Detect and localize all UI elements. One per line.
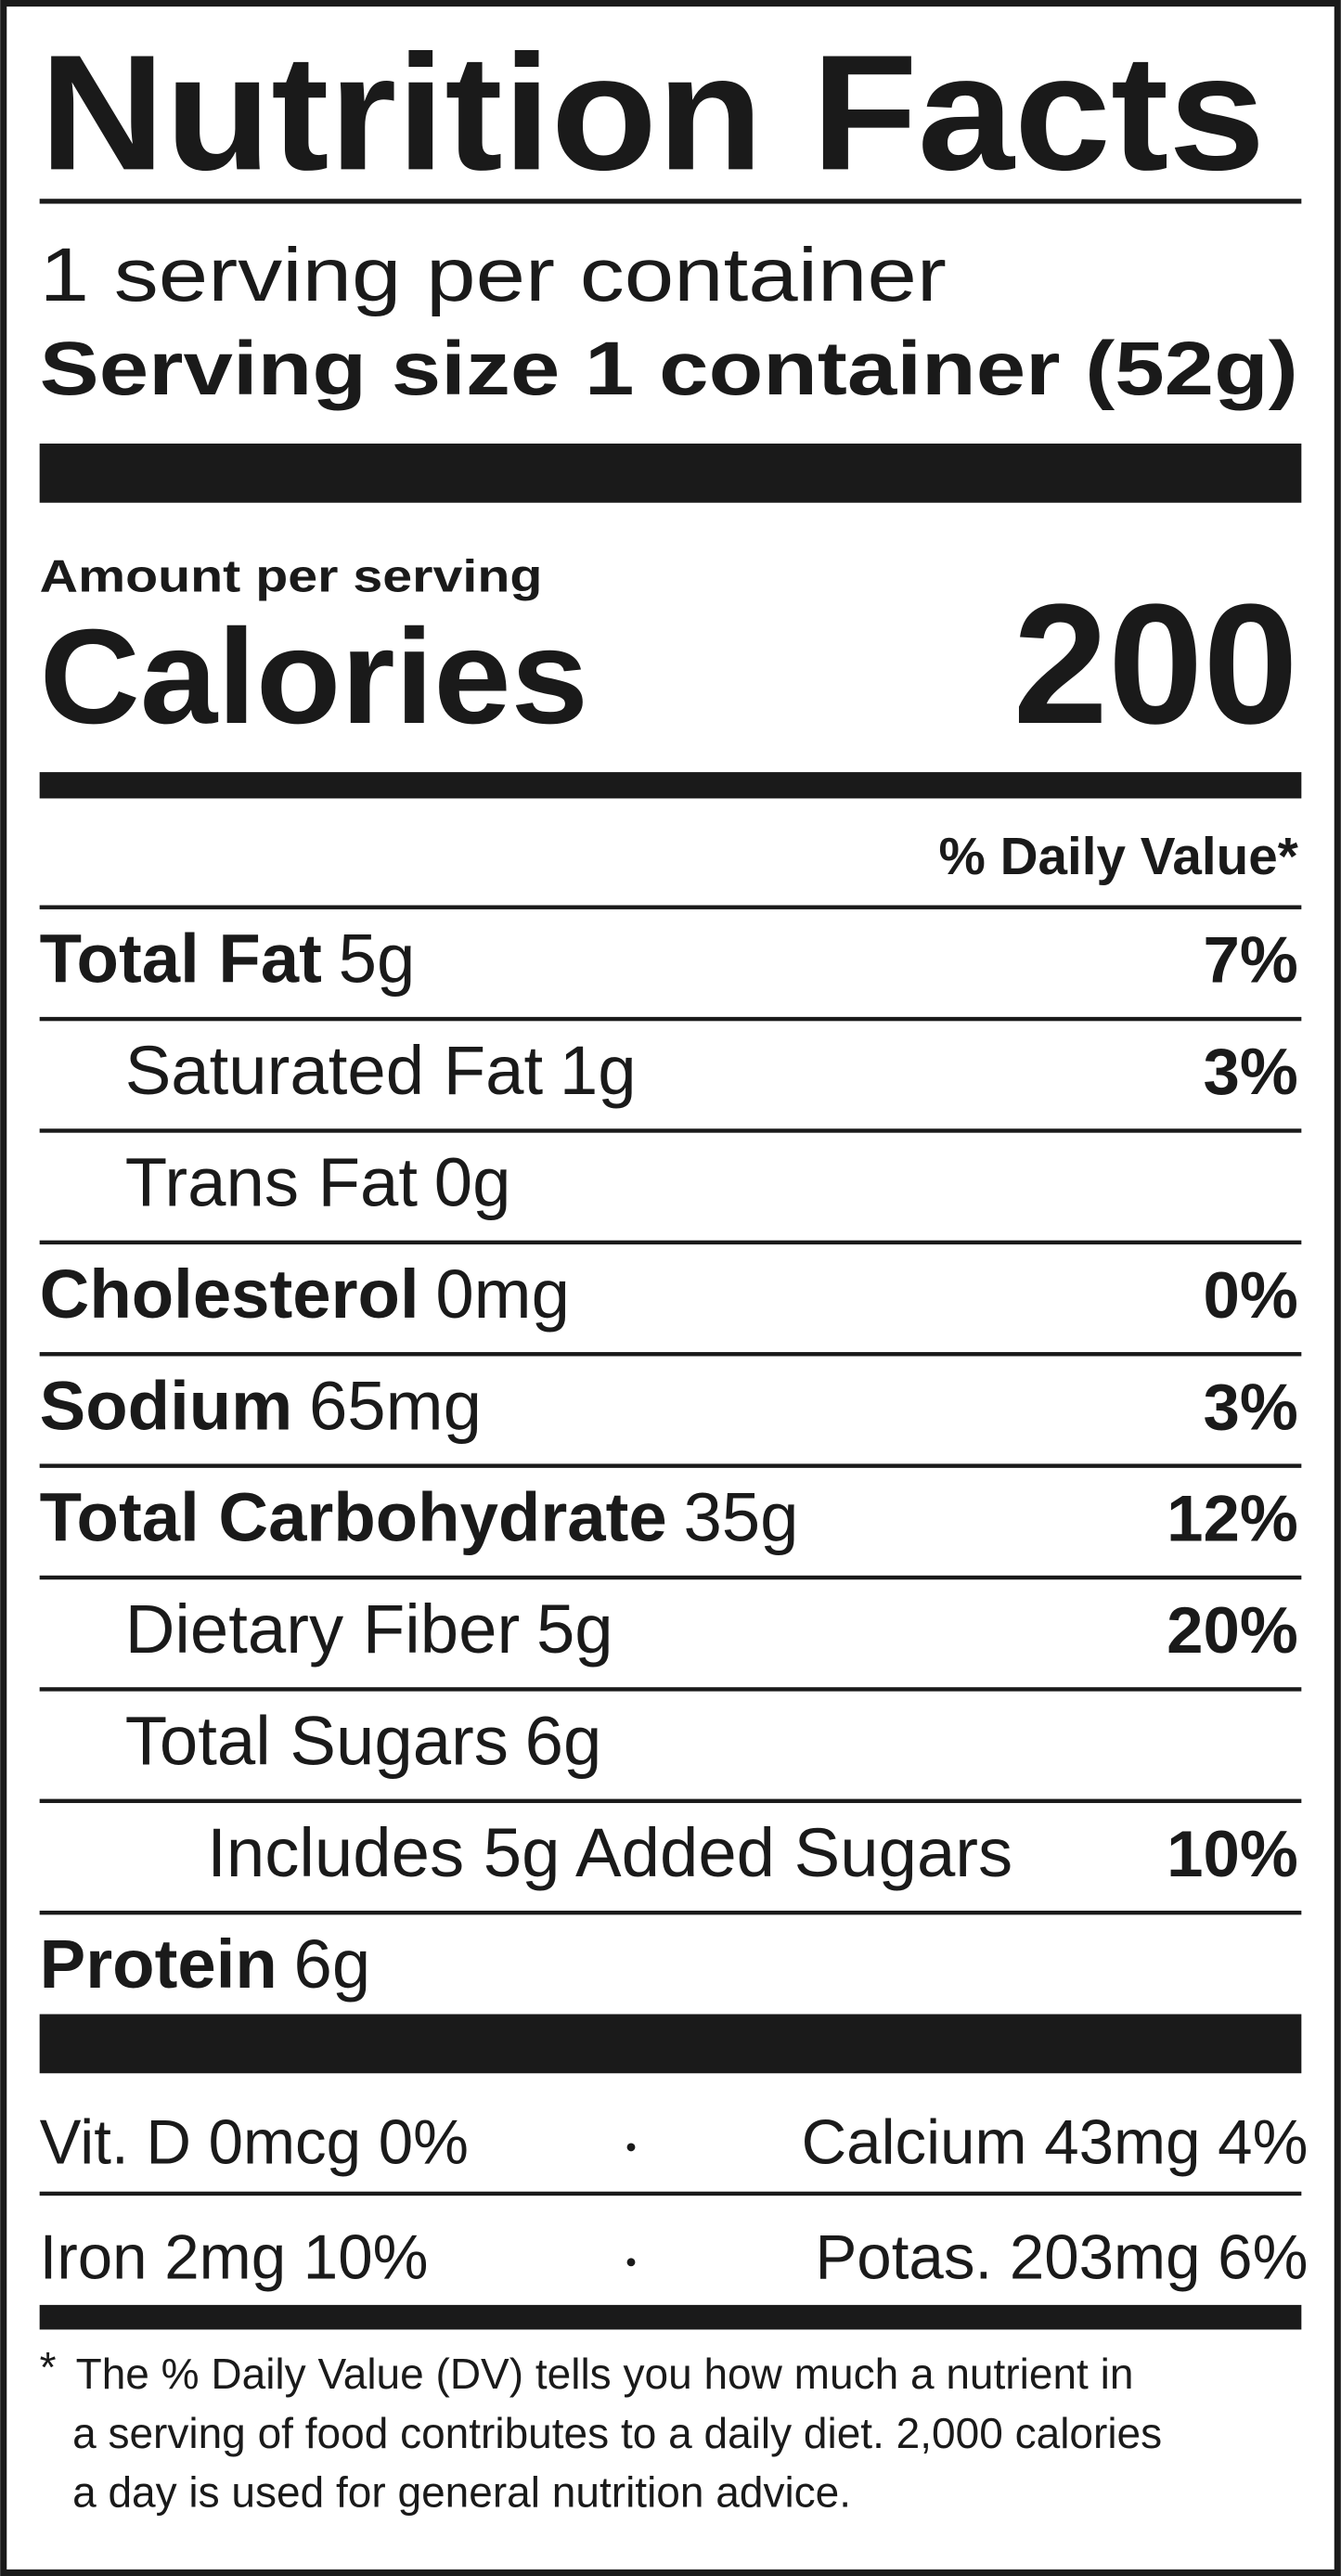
vitamin: Vit. D 0mcg 0%	[40, 2108, 469, 2178]
daily-value: 10%	[1167, 1818, 1298, 1891]
nutrient-name: Total Fat	[40, 921, 322, 998]
nutrient-amount: 1g	[560, 1032, 637, 1109]
nutrient-amount: 0g	[434, 1143, 511, 1220]
nutrient-amount: 65mg	[309, 1367, 482, 1444]
nutrient-name: Total Sugars	[125, 1702, 509, 1779]
row-rule	[39, 2191, 1302, 2196]
nutrient: Total Sugars 6g	[125, 1702, 602, 1779]
row-rule	[39, 1463, 1302, 1468]
row-rule	[39, 1352, 1302, 1357]
row-rule	[39, 1798, 1302, 1804]
nutrient-name: Dietary Fiber	[125, 1591, 521, 1668]
nutrient-amount: 6g	[525, 1702, 602, 1779]
separator-dot	[626, 2143, 636, 2152]
nutrient-name: Trans Fat	[125, 1143, 419, 1220]
thick-bar	[39, 444, 1302, 503]
footnote-mark: *	[40, 2343, 57, 2391]
row-rule	[39, 1687, 1302, 1692]
nutrient-amount: 5g	[339, 921, 416, 998]
daily-value-header: % Daily Value*	[939, 828, 1298, 886]
footnote-line: The % Daily Value (DV) tells you how muc…	[76, 2350, 1134, 2398]
footnote-line: a serving of food contributes to a daily…	[72, 2409, 1162, 2457]
nutrient-name: Saturated Fat	[125, 1032, 544, 1109]
nutrient: Includes 5g Added Sugars	[207, 1814, 1012, 1891]
vitamin-rows: Vit. D 0mcg 0% Calcium 43mg 4% Iron 2mg 10…	[39, 2108, 1309, 2293]
rule	[39, 199, 1302, 204]
daily-value: 0%	[1203, 1259, 1297, 1333]
daily-value: 3%	[1203, 1036, 1297, 1109]
nutrient: Total Fat 5g	[40, 921, 416, 998]
daily-value: 20%	[1167, 1594, 1298, 1668]
nutrient: Sodium 65mg	[40, 1367, 482, 1444]
thick-bar	[39, 2304, 1302, 2330]
nutrient-rows: Total Fat 5g 7%Saturated Fat 1g 3%Trans Fat 0…	[39, 905, 1302, 2003]
thick-bar	[39, 772, 1302, 799]
title: Nutrition Facts	[40, 20, 1266, 204]
nutrient-amount: 0mg	[435, 1256, 570, 1333]
nutrient-amount: 5g	[536, 1591, 613, 1668]
daily-value: 12%	[1167, 1483, 1298, 1556]
nutrient-name: Total Carbohydrate	[40, 1479, 667, 1556]
daily-value: 3%	[1203, 1371, 1297, 1444]
nutrient-name: Sodium	[40, 1367, 293, 1444]
row-rule	[39, 905, 1302, 909]
nutrient-name: Cholesterol	[40, 1256, 419, 1333]
row-rule	[39, 1910, 1302, 1915]
footnote-line: a day is used for general nutrition advi…	[72, 2468, 851, 2517]
nutrient: Cholesterol 0mg	[40, 1256, 570, 1333]
vitamin: Iron 2mg 10%	[40, 2223, 429, 2293]
nutrient: Dietary Fiber 5g	[125, 1591, 613, 1668]
vitamin: Potas. 203mg 6%	[815, 2223, 1308, 2293]
nutrient: Protein 6g	[40, 1926, 371, 2003]
nutrient-amount: 6g	[293, 1926, 370, 2003]
nutrient-name: Includes 5g Added Sugars	[207, 1814, 1012, 1891]
calories-value: 200	[1013, 569, 1298, 760]
row-rule	[39, 1016, 1302, 1022]
row-rule	[39, 1575, 1302, 1580]
row-rule	[39, 1128, 1302, 1133]
nutrient: Trans Fat 0g	[125, 1143, 511, 1220]
daily-value: 7%	[1203, 924, 1297, 998]
nutrient-name: Protein	[40, 1926, 277, 2003]
vitamin: Calcium 43mg 4%	[802, 2108, 1309, 2178]
amount-per-serving: Amount per serving	[40, 549, 543, 601]
servings: 1 serving per container	[40, 233, 947, 317]
nutrient: Saturated Fat 1g	[125, 1032, 637, 1109]
separator-dot	[626, 2258, 636, 2267]
calories-label: Calories	[40, 601, 588, 752]
nutrient-amount: 35g	[683, 1479, 798, 1556]
thick-bar	[39, 2014, 1302, 2074]
footnote: The % Daily Value (DV) tells you how muc…	[72, 2350, 1162, 2516]
nutrient: Total Carbohydrate 35g	[40, 1479, 799, 1556]
row-rule	[39, 1240, 1302, 1245]
serving-size: Serving size 1 container (52g)	[40, 327, 1298, 411]
